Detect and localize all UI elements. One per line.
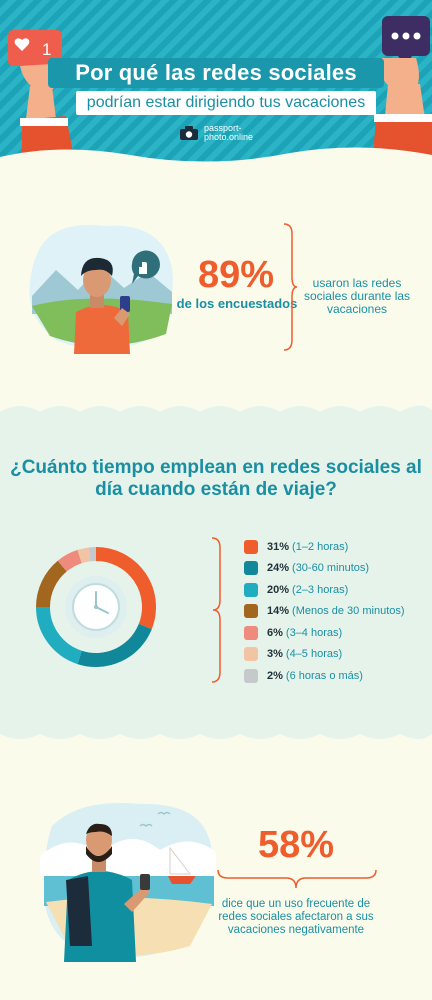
donut-slice-1: [95, 547, 156, 630]
legend-swatch: [244, 647, 258, 662]
legend-swatch: [244, 625, 258, 640]
stat-subject: de los encuestados: [176, 296, 298, 311]
header-wave-divider: [0, 147, 432, 168]
brace-divider: [217, 869, 377, 889]
stat-description: dice que un uso frecuente de redes socia…: [218, 898, 374, 936]
donut-slice-3: [36, 606, 83, 665]
page-subtitle: podrían estar dirigiendo tus vacaciones: [76, 91, 376, 115]
donut-slice-5: [57, 549, 83, 572]
legend-swatch: [244, 561, 258, 576]
donut-slice-6: [77, 547, 91, 564]
legend-percent: 2%: [267, 669, 283, 682]
legend-swatch: [244, 668, 258, 683]
stat-description: usaron las redes sociales durante las va…: [303, 276, 411, 316]
legend-label: (3–4 horas): [285, 626, 343, 639]
time-legend: 31% (1–2 horas) 24% (30-60 minutos) 20% (2–…: [244, 536, 405, 687]
stat-percentage: 89%: [197, 254, 275, 296]
brace-divider: [283, 223, 298, 351]
traveler-beach-illustration: [40, 802, 216, 962]
page-title: Por qué las redes sociales: [75, 60, 357, 85]
brand-logo: passport-photo.online: [180, 124, 264, 142]
legend-swatch: [244, 539, 258, 554]
hand-message-bubble-icon: [372, 16, 432, 168]
legend-label: (6 horas o más): [285, 669, 363, 682]
camera-icon: [180, 126, 198, 140]
legend-swatch: [244, 582, 258, 597]
time-donut-chart: [36, 547, 156, 667]
legend-label: (4–5 horas): [285, 648, 343, 661]
legend-percent: 14%: [267, 605, 290, 618]
brand-name: passport-photo.online: [204, 123, 254, 142]
legend-percent: 3%: [267, 648, 283, 661]
person-with-phone-illustration: [29, 224, 173, 354]
legend-item: 14% (Menos de 30 minutos): [244, 601, 405, 623]
legend-swatch: [244, 604, 258, 619]
header-banner: 1 Por qué las redes sociales podrían est…: [0, 0, 432, 168]
legend-item: 2% (6 horas o más): [244, 665, 405, 687]
donut-slice-2: [77, 623, 152, 667]
legend-percent: 31%: [267, 540, 290, 553]
legend-label: (1–2 horas): [292, 540, 349, 553]
legend-item: 31% (1–2 horas): [244, 536, 405, 558]
donut-slice-4: [36, 560, 67, 608]
legend-label: (2–3 horas): [292, 583, 349, 596]
legend-label: (Menos de 30 minutos): [292, 605, 405, 618]
legend-percent: 6%: [267, 626, 283, 639]
legend-brace: [211, 537, 221, 683]
legend-label: (30-60 minutos): [292, 562, 370, 575]
clock-icon: [72, 583, 120, 631]
legend-percent: 24%: [267, 562, 290, 575]
legend-item: 20% (2–3 horas): [244, 579, 405, 601]
time-question-heading: ¿Cuánto tiempo emplean en redes sociales…: [10, 457, 422, 500]
legend-item: 3% (4–5 horas): [244, 644, 405, 666]
stat-percentage: 58%: [257, 824, 335, 866]
notification-count: 1: [42, 40, 51, 59]
legend-item: 6% (3–4 horas): [244, 622, 405, 644]
title-background: [48, 58, 384, 88]
legend-item: 24% (30-60 minutos): [244, 558, 405, 580]
legend-percent: 20%: [267, 583, 290, 596]
